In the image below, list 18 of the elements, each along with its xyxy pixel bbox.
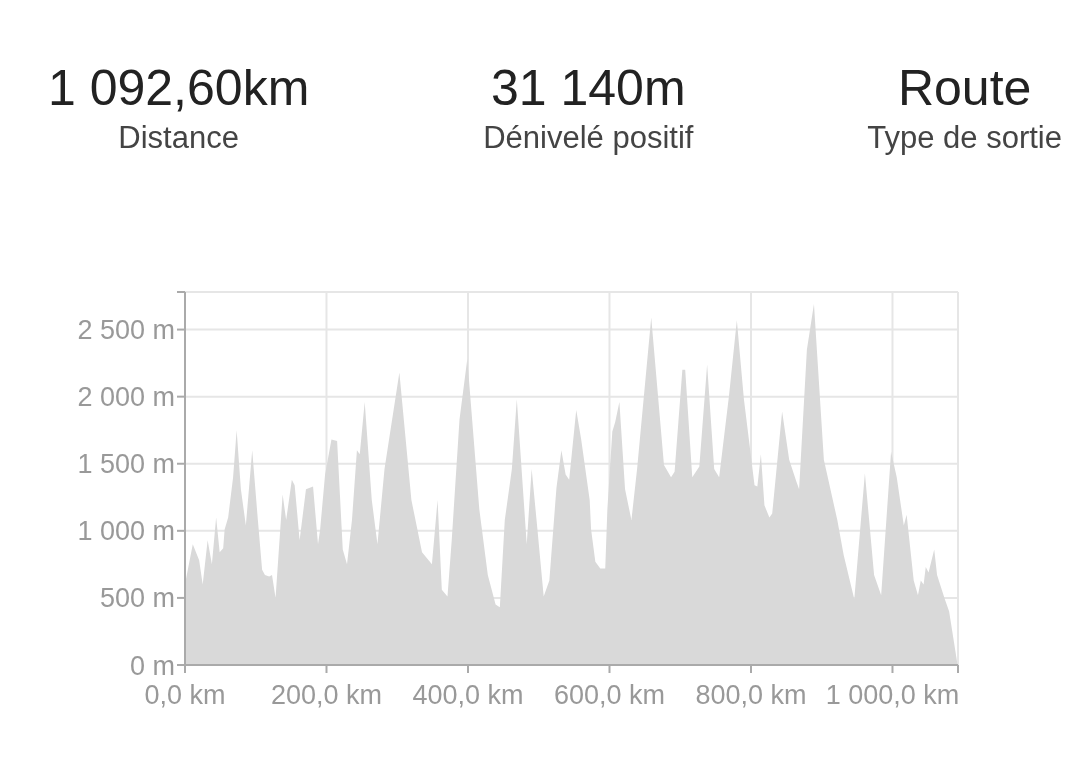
text: Route (896, 59, 1033, 118)
text: Dénivelé positif (483, 119, 694, 157)
x-tick-label: 600,0 km (553, 680, 666, 711)
x-tick-label: 400,0 km (412, 680, 524, 711)
y-tick-label: 1 000 m (77, 516, 175, 547)
x-tick-label: 200,0 km (270, 680, 383, 711)
y-tick-label: 1 500 m (77, 449, 175, 480)
text: Distance (117, 119, 240, 157)
y-tick-label: 0 m (129, 650, 175, 681)
text: 1 092,60km (48, 59, 310, 118)
x-tick-label: 800,0 km (695, 680, 807, 711)
text: Type de sortie (867, 119, 1062, 157)
y-tick-label: 2 000 m (77, 382, 175, 413)
text: 31 140m (490, 59, 687, 118)
y-tick-label: 500 m (99, 583, 175, 614)
x-tick-label: 1 000,0 km (825, 680, 960, 711)
x-tick-label: 0,0 km (144, 680, 226, 711)
y-tick-label: 2 500 m (77, 315, 175, 346)
